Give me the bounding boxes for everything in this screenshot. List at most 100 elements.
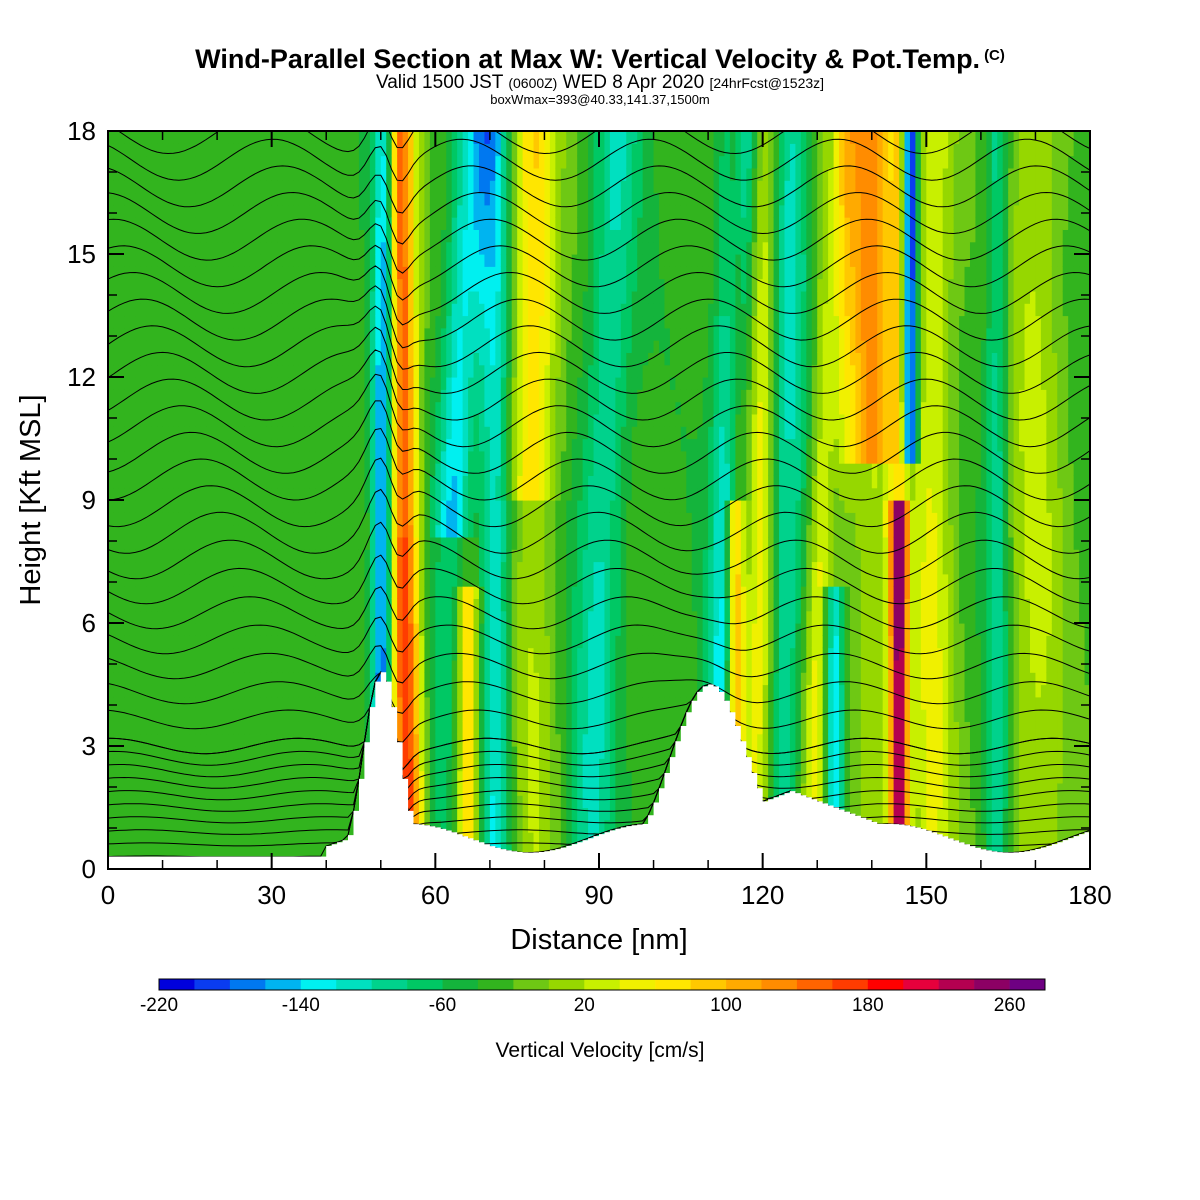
heat-cell [348,315,355,329]
heat-cell [309,549,316,563]
heat-cell [375,229,382,243]
heat-cell [369,487,376,501]
heat-cell [451,782,458,796]
heat-cell [506,377,513,390]
heat-cell [484,426,491,440]
heat-cell [495,352,502,366]
heat-cell [451,500,458,513]
heat-cell [500,721,507,735]
heat-cell [271,254,278,267]
heat-cell [517,524,524,538]
heat-cell [484,549,491,563]
heat-cell [429,770,436,784]
heat-cell [326,832,333,845]
heat-cell [211,475,218,489]
heat-cell [173,131,180,144]
heat-cell [337,832,344,845]
heat-cell [495,131,502,144]
heat-cell [151,463,158,476]
heat-cell [162,155,169,169]
heat-cell [309,204,316,218]
heat-cell [162,746,169,759]
heat-cell [511,536,518,550]
heat-cell [364,241,371,255]
heat-cell [233,487,240,501]
heat-cell [108,217,115,230]
heat-cell [326,475,333,489]
heat-cell [233,290,240,304]
heat-cell [331,204,338,218]
heat-cell [397,352,404,366]
heat-cell [168,413,175,427]
heat-cell [380,143,387,157]
heat-cell [522,709,529,722]
heat-cell [217,623,224,636]
heat-cell [484,401,491,415]
heat-cell [473,131,480,144]
heat-cell [233,303,240,317]
heat-cell [380,229,387,243]
heat-cell [266,696,273,710]
heat-cell [549,709,556,722]
heat-cell [544,401,551,415]
heat-cell [124,352,131,366]
heat-cell [129,278,136,292]
heat-cell [408,758,415,772]
heat-cell [320,167,327,181]
heat-cell [157,709,164,722]
heat-cell [266,192,273,206]
heat-cell [402,450,409,464]
heat-cell [266,635,273,649]
heat-cell [249,463,256,476]
heat-cell [538,709,546,722]
heat-cell [364,635,371,649]
heat-cell [211,303,218,317]
heat-cell [178,450,185,464]
heat-cell [440,327,447,341]
heat-cell [451,733,458,747]
heat-cell [298,413,305,427]
heat-cell [424,278,431,292]
heat-cell [293,266,300,280]
heat-cell [151,500,158,513]
heat-cell [391,696,398,710]
heat-cell [189,500,196,513]
heat-cell [266,659,273,673]
heat-cell [451,180,458,194]
heat-cell [140,549,147,563]
heat-cell [489,746,496,759]
heat-cell [435,573,442,587]
heat-cell [113,389,120,403]
heat-cell [358,229,366,243]
heat-cell [522,131,529,144]
heat-cell [369,315,376,329]
heat-cell [184,192,191,206]
heat-cell [189,684,196,698]
heat-cell [288,512,295,526]
heat-cell [478,290,486,304]
heat-cell [358,327,366,341]
heat-cell [528,303,535,317]
heat-cell [113,623,120,636]
heat-cell [544,463,551,476]
heat-cell [282,598,289,612]
heat-cell [233,807,240,821]
heat-cell [342,266,349,280]
heat-cell [271,684,278,698]
heat-cell [457,377,464,390]
heat-cell [435,512,442,526]
heat-cell [402,229,409,243]
heat-cell [135,586,142,599]
heat-cell [495,623,502,636]
heat-cell [260,290,267,304]
heat-cell [435,303,442,317]
heat-cell [484,782,491,796]
heat-cell [348,549,355,563]
heat-cell [222,672,229,686]
heat-cell [424,549,431,563]
heat-cell [135,659,142,673]
heat-cell [238,598,245,612]
heat-cell [511,610,518,624]
heat-cell [364,500,371,513]
heat-cell [457,229,464,243]
